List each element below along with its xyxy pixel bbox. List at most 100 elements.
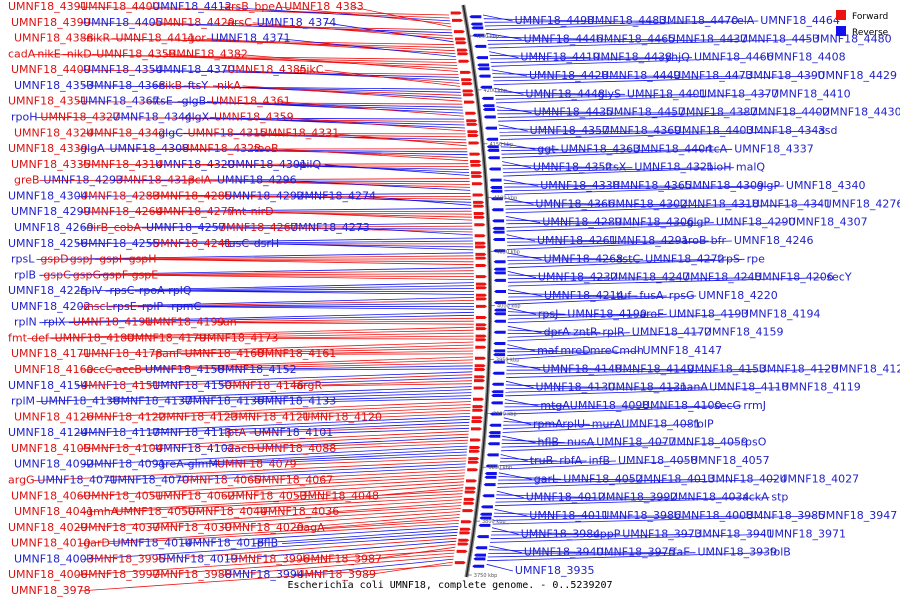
- leader-line: [499, 130, 744, 137]
- gene-label: UMNF18_4060: [11, 489, 91, 502]
- forward-gene-arrow: [456, 48, 468, 52]
- leader-line: [502, 167, 705, 173]
- leader-line: [79, 297, 475, 308]
- gene-label: UMNF18_4374: [257, 16, 337, 29]
- leader-line: [226, 540, 457, 560]
- gene-label: rpmA: [533, 417, 563, 430]
- gene-label: UMNF18_4291: [609, 234, 689, 247]
- gene-label: UMNF18_4158: [145, 363, 225, 376]
- gene-label: ackA: [742, 491, 769, 504]
- leader-line: [489, 54, 591, 59]
- gene-label: rplP: [142, 300, 164, 313]
- leader-line: [494, 497, 770, 507]
- forward-gene-arrow: [475, 356, 486, 360]
- leader-line: [507, 271, 536, 279]
- gene-label: UMNF18_4034: [670, 491, 750, 504]
- gene-label: rplB: [14, 268, 36, 281]
- strand-legend: Forward Reverse: [836, 10, 889, 38]
- leader-line: [275, 211, 473, 221]
- forward-gene-arrow: [468, 141, 480, 145]
- leader-line: [504, 197, 534, 205]
- gene-label: UMNF18_4285: [152, 189, 232, 202]
- gene-label: UMNF18_4172: [632, 326, 712, 339]
- gene-label: UMNF18_4058: [618, 454, 698, 467]
- gene-label: UMNF18_4290: [716, 216, 796, 229]
- gene-label: fmt: [8, 332, 28, 345]
- leader-line: [501, 442, 667, 448]
- gene-label: UMNF18_4153: [687, 362, 767, 375]
- leader-line: [108, 117, 465, 123]
- reverse-gene-arrow: [488, 434, 501, 438]
- leader-line: [194, 335, 474, 339]
- forward-gene-arrow: [473, 215, 485, 219]
- gene-label: UMNF18_4006: [8, 568, 88, 581]
- gene-label: folP: [693, 417, 714, 430]
- gene-label: UMNF18_4024: [707, 472, 787, 485]
- gene-label: UMNF18_4256: [8, 237, 88, 250]
- reverse-gene-arrow: [485, 126, 497, 130]
- reverse-gene-arrow: [493, 249, 506, 253]
- forward-gene-arrow: [476, 293, 487, 297]
- gene-label: UMNF18_4079: [217, 458, 297, 471]
- leader-line: [489, 533, 765, 543]
- forward-gene-arrow: [465, 486, 477, 490]
- leader-line: [491, 69, 528, 77]
- gene-label: rplN: [14, 316, 37, 329]
- gene-label: UMNF18_4101: [254, 426, 334, 439]
- gene-label: UMNF18_4202: [11, 300, 91, 313]
- forward-gene-arrow: [458, 59, 470, 63]
- leader-line: [488, 552, 667, 554]
- gene-label: UMNF18_3988: [152, 568, 232, 581]
- gene-label: UMNF18_4388: [14, 32, 94, 45]
- leader-line: [364, 561, 453, 576]
- gene-label: UMNF18_4357: [530, 124, 610, 137]
- gene-label: UMNF18_4113: [152, 426, 232, 439]
- leader-line: [503, 421, 561, 425]
- gene-label: UMNF18_4052: [563, 472, 643, 485]
- gene-label: ftsY: [188, 79, 209, 92]
- tick-label: 3950 kbp: [496, 357, 520, 363]
- reverse-gene-arrow: [492, 226, 505, 230]
- label-leader-lines: [27, 6, 829, 592]
- leader-line: [494, 87, 524, 95]
- gene-label: UMNF18_4369: [602, 124, 682, 137]
- leader-line: [39, 178, 470, 182]
- gene-label: malQ: [736, 161, 766, 174]
- leader-line: [502, 167, 633, 170]
- reverse-gene-arrow: [478, 74, 491, 78]
- gene-label: UMNF18_4383: [284, 0, 364, 13]
- leader-line: [506, 368, 829, 378]
- forward-gene-arrow: [475, 245, 487, 249]
- forward-gene-arrow: [452, 18, 463, 22]
- leader-line: [151, 22, 453, 34]
- forward-gene-arrow: [475, 264, 487, 267]
- leader-line: [68, 270, 474, 276]
- gene-label: rplU: [562, 417, 585, 430]
- reverse-gene-arrow: [480, 85, 493, 89]
- leader-line: [82, 222, 473, 229]
- gene-label: rpsL: [11, 253, 35, 266]
- gene-label: UMNF18_4272: [645, 252, 725, 265]
- leader-line: [507, 289, 543, 297]
- leader-line: [327, 502, 462, 513]
- forward-gene-arrow: [462, 509, 474, 513]
- reverse-gene-arrow: [493, 267, 506, 271]
- gene-label: UMNF18_4324: [14, 126, 94, 139]
- gene-label: UMNF18_4498: [515, 14, 595, 27]
- leader-line: [140, 362, 473, 371]
- gene-label: UMNF18_4119: [781, 381, 861, 394]
- gene-label: UMNF18_4358: [96, 47, 176, 60]
- reverse-gene-arrow: [474, 553, 486, 557]
- gene-label: UMNF18_4136: [185, 395, 265, 408]
- leader-line: [105, 463, 466, 481]
- leader-line: [507, 292, 615, 297]
- gene-label: UMNF18_4411: [116, 32, 196, 45]
- leader-line: [249, 148, 468, 159]
- leader-line: [252, 395, 472, 402]
- leader-line: [358, 227, 473, 236]
- gene-label: rplR: [602, 326, 625, 339]
- leader-line: [502, 161, 531, 169]
- reverse-gene-arrow: [483, 483, 496, 487]
- forward-gene-arrow: [469, 446, 481, 449]
